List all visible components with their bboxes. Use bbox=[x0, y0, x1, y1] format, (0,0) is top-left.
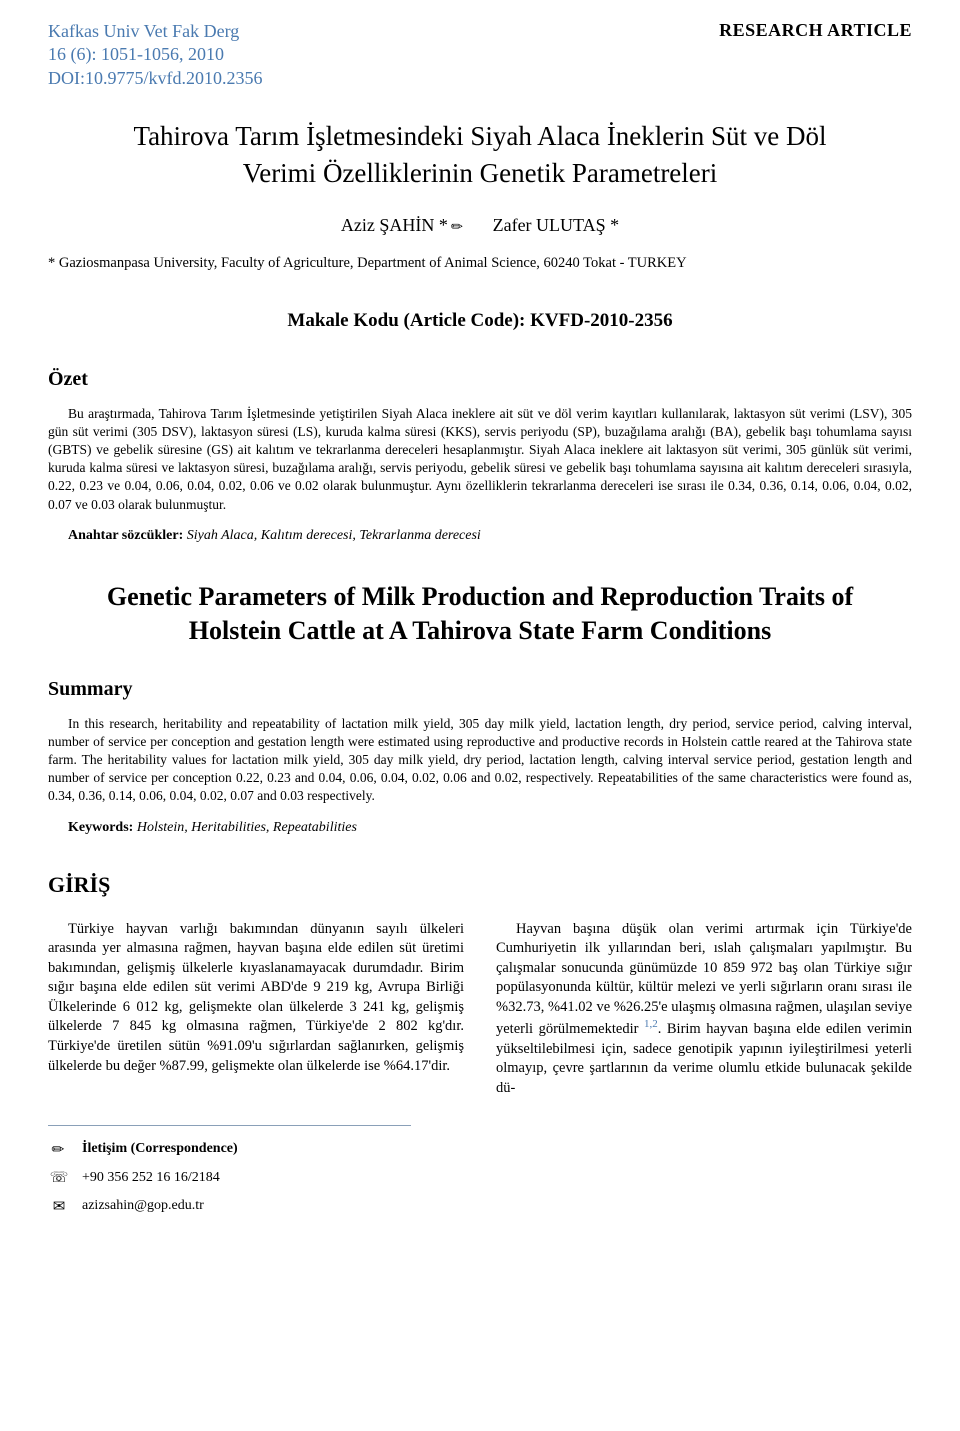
phone-icon: ☏ bbox=[48, 1164, 70, 1193]
journal-doi: DOI:10.9775/kvfd.2010.2356 bbox=[48, 67, 263, 90]
keywords-line: Keywords: Holstein, Heritabilities, Repe… bbox=[48, 820, 912, 836]
correspondence-phone-row: ☏ +90 356 252 16 16/2184 bbox=[48, 1164, 912, 1193]
journal-name: Kafkas Univ Vet Fak Derg bbox=[48, 20, 263, 43]
footer-divider bbox=[48, 1125, 411, 1126]
corresponding-author-icon: ✎ bbox=[448, 217, 468, 237]
author-list: Aziz ŞAHİN * ✎ Zafer ULUTAŞ * bbox=[48, 215, 912, 236]
ozet-heading: Özet bbox=[48, 368, 912, 391]
correspondence-email: azizsahin@gop.edu.tr bbox=[82, 1193, 204, 1220]
article-type-label: RESEARCH ARTICLE bbox=[719, 20, 912, 41]
summary-body: In this research, heritability and repea… bbox=[48, 715, 912, 806]
correspondence-email-row: ✉ azizsahin@gop.edu.tr bbox=[48, 1193, 912, 1222]
keywords-value: Holstein, Heritabilities, Repeatabilitie… bbox=[133, 820, 357, 835]
article-code: Makale Kodu (Article Code): KVFD-2010-23… bbox=[48, 310, 912, 332]
correspondence-label: İletişim (Correspondence) bbox=[82, 1136, 238, 1163]
giris-heading: GİRİŞ bbox=[48, 872, 912, 898]
author-2: Zafer ULUTAŞ * bbox=[493, 215, 620, 235]
anahtar-value: Siyah Alaca, Kalıtım derecesi, Tekrarlan… bbox=[183, 528, 481, 543]
email-icon: ✉ bbox=[48, 1193, 70, 1222]
article-title-en: Genetic Parameters of Milk Production an… bbox=[68, 580, 892, 648]
anahtar-label: Anahtar sözcükler: bbox=[68, 528, 183, 543]
giris-right-column: Hayvan başına düşük olan verimi artırmak… bbox=[496, 920, 912, 1099]
keywords-label: Keywords: bbox=[68, 820, 133, 835]
journal-info: Kafkas Univ Vet Fak Derg 16 (6): 1051-10… bbox=[48, 20, 263, 90]
correspondence-phone: +90 356 252 16 16/2184 bbox=[82, 1165, 220, 1192]
author-1: Aziz ŞAHİN * ✎ bbox=[341, 215, 469, 235]
giris-body: Türkiye hayvan varlığı bakımından dünyan… bbox=[48, 920, 912, 1099]
anahtar-sozcukler: Anahtar sözcükler: Siyah Alaca, Kalıtım … bbox=[48, 528, 912, 544]
reference-superscript: 1,2 bbox=[644, 1018, 658, 1030]
article-title-tr: Tahirova Tarım İşletmesindeki Siyah Alac… bbox=[108, 118, 852, 191]
ozet-body: Bu araştırmada, Tahirova Tarım İşletmesi… bbox=[48, 405, 912, 514]
giris-left-column: Türkiye hayvan varlığı bakımından dünyan… bbox=[48, 920, 464, 1099]
summary-heading: Summary bbox=[48, 678, 912, 701]
correspondence-block: ✎ İletişim (Correspondence) ☏ +90 356 25… bbox=[48, 1136, 912, 1222]
author-affiliation: * Gaziosmanpasa University, Faculty of A… bbox=[48, 254, 912, 274]
pencil-icon: ✎ bbox=[41, 1132, 77, 1168]
journal-issue: 16 (6): 1051-1056, 2010 bbox=[48, 43, 263, 66]
correspondence-label-row: ✎ İletişim (Correspondence) bbox=[48, 1136, 912, 1165]
